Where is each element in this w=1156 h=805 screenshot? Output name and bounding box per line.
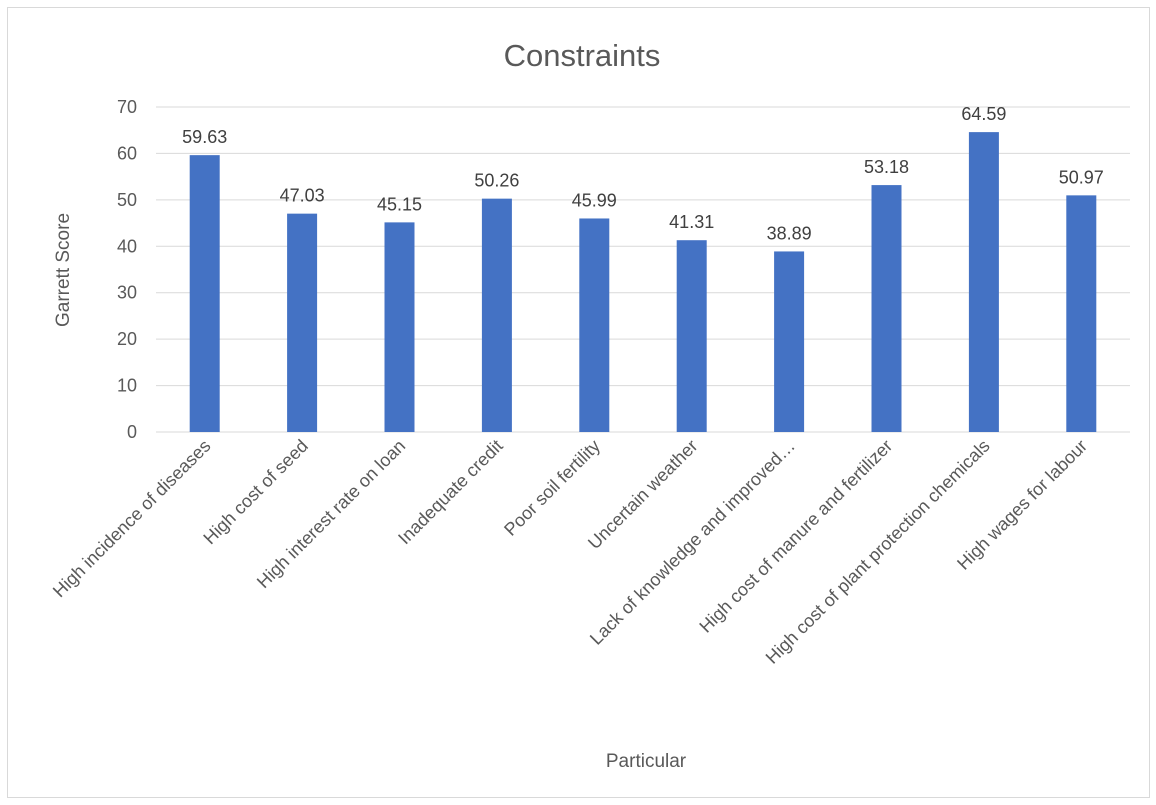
data-label: 59.63	[182, 127, 227, 147]
category-label: High incidence of diseases	[49, 436, 215, 602]
y-tick-label: 60	[117, 143, 137, 163]
data-label: 50.97	[1059, 167, 1104, 187]
bar	[1066, 195, 1097, 432]
y-tick-label: 10	[117, 376, 137, 396]
chart-title: Constraints	[504, 38, 661, 73]
category-label: High cost of seed	[199, 436, 311, 548]
data-label: 38.89	[767, 223, 812, 243]
y-axis-title: Garrett Score	[53, 213, 74, 327]
y-axis-ticks: 0 10 20 30 40 50 60 70	[117, 97, 137, 442]
data-label: 64.59	[961, 104, 1006, 124]
data-label: 53.18	[864, 157, 909, 177]
y-tick-label: 70	[117, 97, 137, 117]
y-tick-label: 40	[117, 236, 137, 256]
data-label: 47.03	[280, 186, 325, 206]
data-label: 45.99	[572, 190, 617, 210]
data-label: 41.31	[669, 212, 714, 232]
y-tick-label: 50	[117, 190, 137, 210]
bar	[384, 222, 415, 432]
x-axis-title: Particular	[606, 751, 687, 772]
bar	[676, 240, 707, 432]
data-label: 45.15	[377, 194, 422, 214]
category-label: High cost of manure and fertilizer	[695, 436, 896, 637]
category-label: High cost of plant protection chemicals	[762, 436, 994, 668]
y-tick-label: 30	[117, 283, 137, 303]
bar	[871, 185, 902, 432]
bar	[774, 251, 805, 432]
category-label: Inadequate credit	[394, 436, 507, 549]
y-tick-label: 0	[127, 422, 137, 442]
bar	[481, 198, 512, 432]
bar	[189, 155, 220, 432]
gridlines	[156, 106, 1130, 433]
bar	[579, 218, 610, 432]
data-label: 50.26	[474, 171, 519, 191]
bar	[287, 213, 318, 432]
y-tick-label: 20	[117, 329, 137, 349]
category-label: Poor soil fertility	[500, 436, 604, 540]
category-label: Lack of knowledge and improved…	[586, 436, 799, 649]
bar	[968, 132, 999, 432]
bars	[189, 132, 1097, 432]
data-labels: 59.63 47.03 45.15 50.26 45.99 41.31 38.89 53.18…	[182, 104, 1104, 243]
